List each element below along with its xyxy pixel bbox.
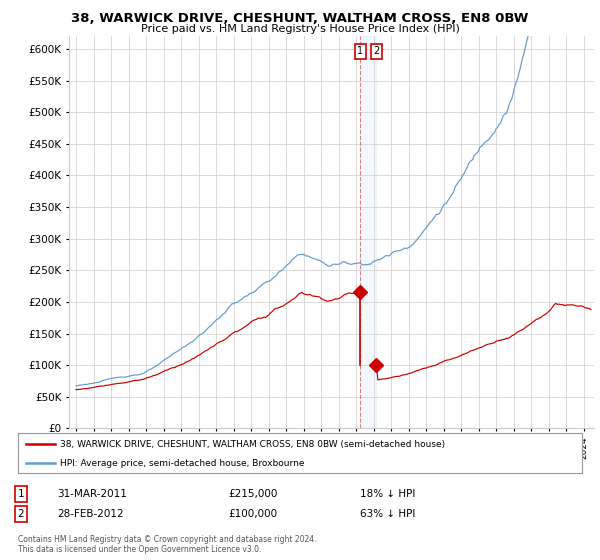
Text: £100,000: £100,000	[228, 509, 277, 519]
Text: 38, WARWICK DRIVE, CHESHUNT, WALTHAM CROSS, EN8 0BW (semi-detached house): 38, WARWICK DRIVE, CHESHUNT, WALTHAM CRO…	[60, 440, 445, 449]
Text: This data is licensed under the Open Government Licence v3.0.: This data is licensed under the Open Gov…	[18, 545, 262, 554]
Text: 38, WARWICK DRIVE, CHESHUNT, WALTHAM CROSS, EN8 0BW: 38, WARWICK DRIVE, CHESHUNT, WALTHAM CRO…	[71, 12, 529, 25]
Text: HPI: Average price, semi-detached house, Broxbourne: HPI: Average price, semi-detached house,…	[60, 459, 305, 468]
Text: 2: 2	[17, 509, 25, 519]
Text: Price paid vs. HM Land Registry's House Price Index (HPI): Price paid vs. HM Land Registry's House …	[140, 24, 460, 34]
Text: 1: 1	[358, 46, 364, 56]
Text: 31-MAR-2011: 31-MAR-2011	[57, 489, 127, 499]
Text: 28-FEB-2012: 28-FEB-2012	[57, 509, 124, 519]
Bar	[361, 36, 376, 428]
Text: 18% ↓ HPI: 18% ↓ HPI	[360, 489, 415, 499]
Text: Contains HM Land Registry data © Crown copyright and database right 2024.: Contains HM Land Registry data © Crown c…	[18, 535, 317, 544]
Text: 2: 2	[373, 46, 379, 56]
Text: 1: 1	[17, 489, 25, 499]
Text: 63% ↓ HPI: 63% ↓ HPI	[360, 509, 415, 519]
Text: £215,000: £215,000	[228, 489, 277, 499]
